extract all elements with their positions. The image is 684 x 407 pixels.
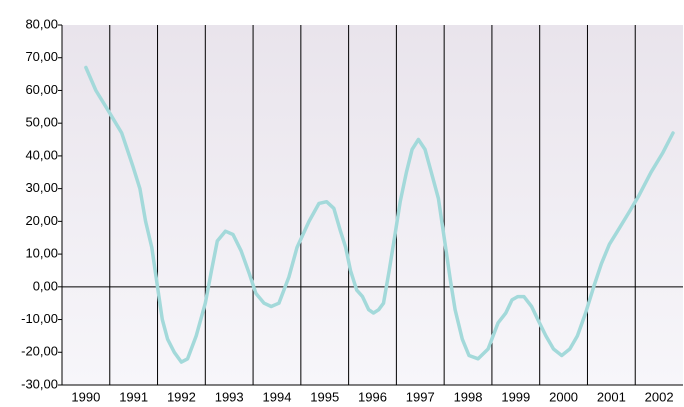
y-tick-label: 50,00 [25, 115, 58, 130]
y-tick-label: 80,00 [25, 16, 58, 31]
x-tick-label: 1996 [358, 389, 387, 404]
x-tick-label: 1990 [71, 389, 100, 404]
y-tick-label: 10,00 [25, 246, 58, 261]
x-tick-label: 1995 [310, 389, 339, 404]
y-tick-label: -10,00 [21, 311, 58, 326]
y-tick-label: -30,00 [21, 376, 58, 391]
x-tick-label: 1992 [167, 389, 196, 404]
x-tick-label: 2000 [549, 389, 578, 404]
x-tick-label: 1999 [501, 389, 530, 404]
y-tick-label: 0,00 [33, 278, 58, 293]
x-tick-label: 1997 [406, 389, 435, 404]
x-tick-label: 1993 [215, 389, 244, 404]
y-tick-label: 20,00 [25, 213, 58, 228]
x-tick-label: 2002 [645, 389, 674, 404]
y-tick-label: 30,00 [25, 180, 58, 195]
plot-area [62, 25, 683, 385]
x-tick-label: 1998 [454, 389, 483, 404]
y-tick-label: 70,00 [25, 49, 58, 64]
y-tick-label: -20,00 [21, 344, 58, 359]
x-tick-label: 1994 [263, 389, 292, 404]
x-tick-label: 2001 [597, 389, 626, 404]
data-line [84, 65, 675, 364]
x-tick-label: 1991 [119, 389, 148, 404]
y-tick-label: 60,00 [25, 82, 58, 97]
y-tick-label: 40,00 [25, 147, 58, 162]
